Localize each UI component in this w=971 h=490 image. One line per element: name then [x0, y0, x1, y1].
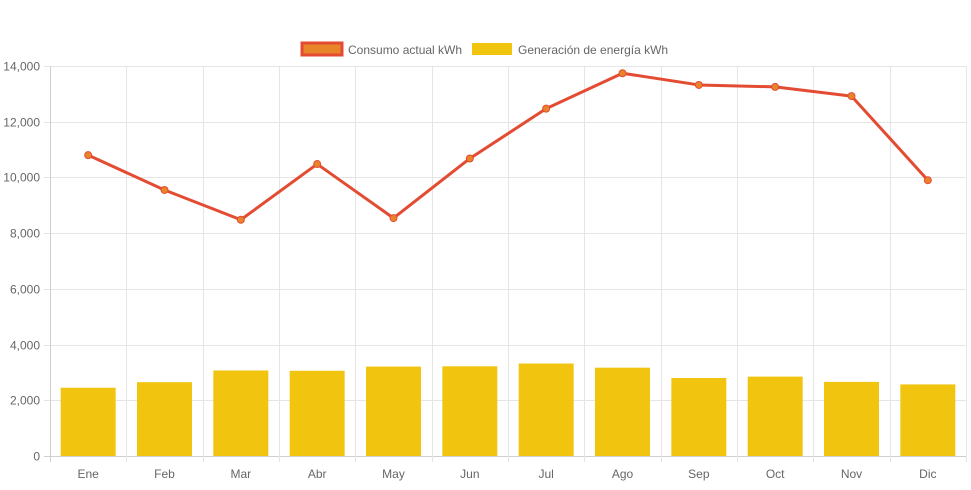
legend-swatch-consumption[interactable] — [300, 41, 344, 57]
consumption-point[interactable] — [465, 154, 474, 163]
x-tick-label: Dic — [919, 467, 936, 481]
consumption-point[interactable] — [160, 185, 169, 194]
y-tick-label: 12,000 — [3, 116, 40, 130]
x-tick-label: Feb — [154, 467, 175, 481]
x-tick-label: Nov — [841, 467, 862, 481]
legend-label-consumption[interactable]: Consumo actual kWh — [348, 43, 462, 57]
x-tick-label: Ago — [612, 467, 634, 481]
generation-bar[interactable] — [366, 366, 421, 456]
y-tick-label: 6,000 — [10, 283, 40, 297]
x-tick-label: Jul — [538, 467, 553, 481]
y-tick-label: 2,000 — [10, 394, 40, 408]
axes: 0 2,000 4,000 6,000 8,000 10,000 12,000 14,000 E… — [3, 60, 936, 482]
consumption-point[interactable] — [771, 82, 780, 91]
generation-bar[interactable] — [442, 366, 498, 456]
generation-bar[interactable] — [595, 367, 650, 456]
generation-bar[interactable] — [137, 382, 192, 456]
x-tick-label: Sep — [688, 467, 710, 481]
x-tick-label: Ene — [77, 467, 99, 481]
generation-bar[interactable] — [824, 381, 879, 456]
y-tick-label: 8,000 — [10, 227, 40, 241]
consumption-point[interactable] — [236, 215, 245, 224]
consumption-point[interactable] — [84, 151, 93, 160]
y-tick-label: 0 — [33, 450, 40, 464]
x-tick-label: Abr — [308, 467, 327, 481]
legend-label-generation[interactable]: Generación de energía kWh — [518, 43, 668, 57]
generation-bar[interactable] — [747, 376, 803, 456]
x-tick-label: Mar — [230, 467, 251, 481]
legend: Consumo actual kWh Generación de energía … — [300, 41, 668, 57]
y-tick-label: 14,000 — [3, 60, 40, 74]
legend-swatch-generation[interactable] — [472, 43, 512, 55]
consumption-line — [86, 71, 930, 222]
consumption-point[interactable] — [923, 176, 932, 185]
y-tick-label: 10,000 — [3, 171, 40, 185]
x-tick-label: May — [382, 467, 405, 481]
consumption-point[interactable] — [694, 80, 703, 89]
generation-bar[interactable] — [900, 384, 956, 456]
consumption-point[interactable] — [618, 69, 627, 78]
grid — [44, 66, 967, 462]
generation-bar[interactable] — [671, 378, 727, 456]
generation-bar[interactable] — [213, 370, 269, 456]
consumption-point[interactable] — [313, 160, 322, 169]
consumption-point[interactable] — [389, 214, 398, 223]
consumption-point[interactable] — [847, 92, 856, 101]
consumption-point[interactable] — [542, 104, 551, 113]
generation-bar[interactable] — [289, 370, 345, 456]
generation-bar[interactable] — [60, 387, 116, 456]
line-series — [84, 69, 932, 224]
y-tick-label: 4,000 — [10, 339, 40, 353]
x-tick-label: Jun — [460, 467, 479, 481]
generation-bar[interactable] — [518, 363, 574, 456]
x-tick-label: Oct — [766, 467, 785, 481]
bar-series — [60, 363, 956, 456]
